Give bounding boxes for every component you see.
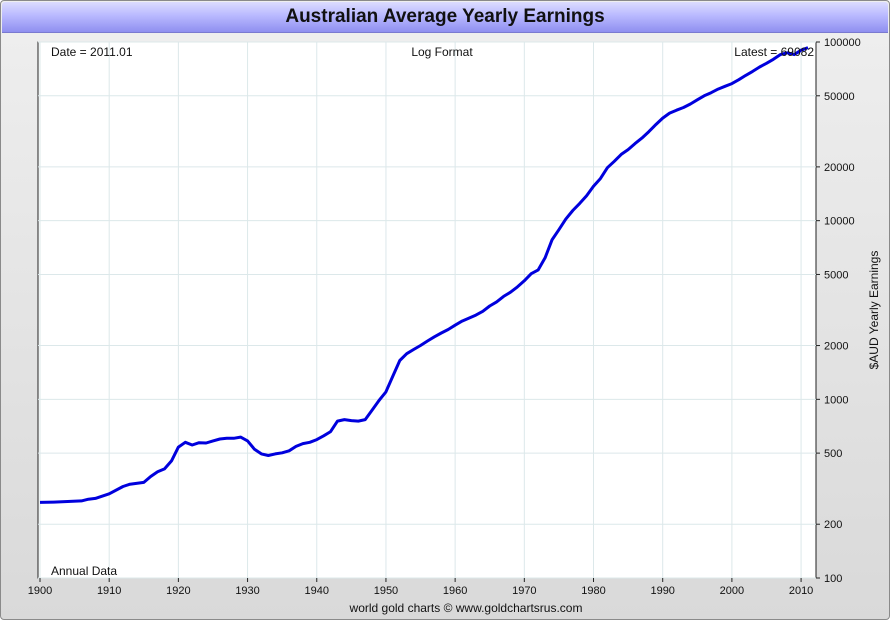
footer-credit: world gold charts © www.goldchartsrus.co… — [349, 601, 583, 615]
x-axis: 1900 1910 1920 1930 1940 1950 1960 1970 1980 1990… — [28, 578, 813, 597]
date-annotation: Date = 2011.01 — [51, 45, 133, 59]
format-annotation: Log Format — [411, 45, 473, 59]
frequency-annotation: Annual Data — [51, 564, 117, 578]
y-tick-label: 200 — [824, 519, 842, 531]
y-tick-label: 10000 — [824, 216, 855, 228]
x-tick-label: 1980 — [581, 585, 605, 597]
y-axis: 100000 50000 20000 10000 5000 2000 1000 500 200 1… — [816, 37, 861, 585]
y-axis-label: $AUD Yearly Earnings — [867, 251, 881, 370]
x-tick-label: 1910 — [97, 585, 121, 597]
x-tick-label: 1900 — [28, 585, 52, 597]
grid-lines — [38, 41, 816, 579]
plot-area — [37, 41, 817, 579]
y-tick-label: 50000 — [824, 91, 855, 103]
y-tick-label: 100 — [824, 573, 842, 585]
x-tick-label: 1960 — [443, 585, 467, 597]
y-tick-label: 2000 — [824, 341, 848, 353]
chart-title: Australian Average Yearly Earnings — [285, 6, 605, 27]
y-tick-label: 1000 — [824, 394, 848, 406]
series-line-earnings — [39, 46, 809, 504]
title-bar: Australian Average Yearly Earnings — [2, 2, 888, 33]
x-tick-label: 1940 — [305, 585, 329, 597]
y-tick-label: 20000 — [824, 162, 855, 174]
x-tick-label: 1990 — [650, 585, 674, 597]
x-tick-label: 2010 — [789, 585, 813, 597]
x-tick-label: 1970 — [512, 585, 536, 597]
x-tick-label: 2000 — [720, 585, 744, 597]
y-tick-label: 100000 — [824, 37, 861, 49]
y-tick-label: 5000 — [824, 269, 848, 281]
x-tick-label: 1930 — [235, 585, 259, 597]
x-tick-label: 1920 — [166, 585, 190, 597]
y-tick-label: 500 — [824, 448, 842, 460]
latest-annotation: Latest = 69082 — [734, 45, 814, 59]
x-tick-label: 1950 — [374, 585, 398, 597]
